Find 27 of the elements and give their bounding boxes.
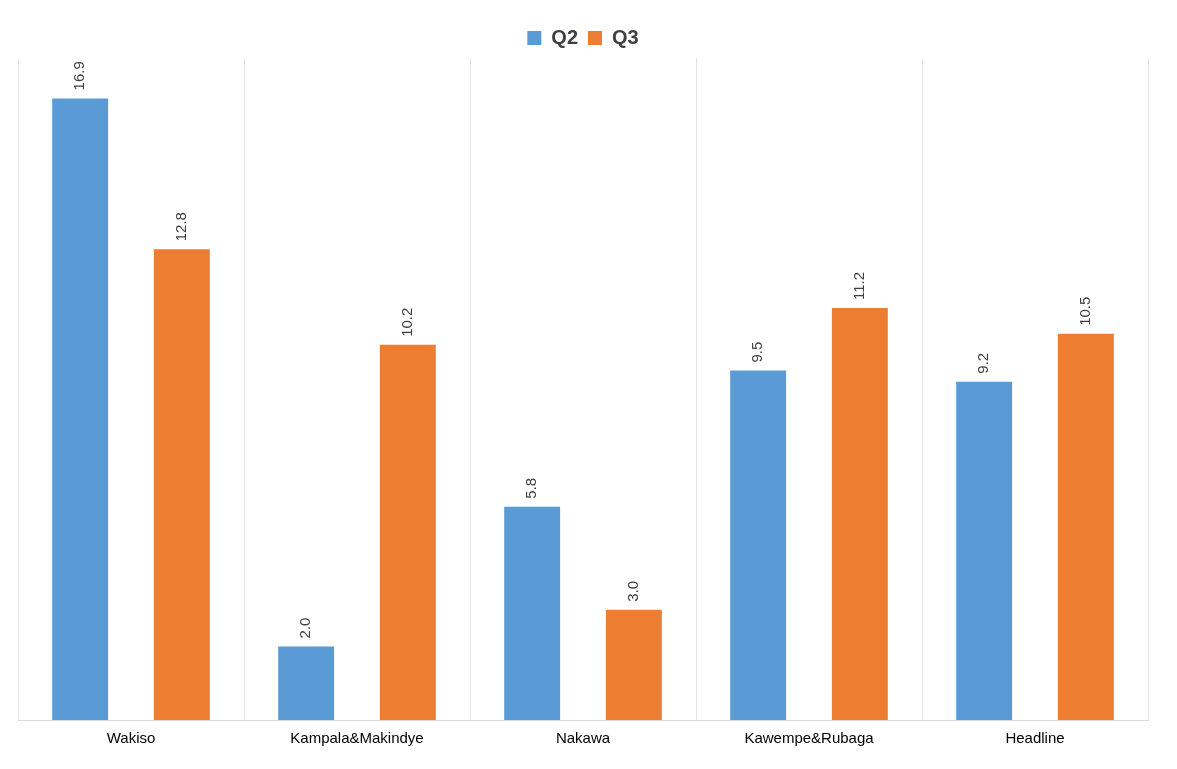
data-label: 16.9: [70, 61, 88, 91]
bar: [956, 381, 1013, 720]
data-label: 10.2: [397, 307, 415, 337]
x-tick-label: Kawempe&Rubaga: [744, 729, 875, 747]
bar: [504, 506, 561, 720]
bar: [730, 370, 787, 720]
x-tick-label: Wakiso: [106, 729, 156, 747]
x-tick-label: Headline: [1005, 729, 1065, 747]
data-label: 3.0: [623, 580, 641, 602]
data-label: 5.8: [522, 477, 540, 499]
legend-label: Q2: [551, 25, 579, 48]
data-label: 9.2: [974, 352, 992, 374]
x-tick-label: Kampala&Makindye: [290, 729, 424, 747]
bar: [831, 308, 888, 720]
data-label: 12.8: [171, 212, 189, 242]
x-tick-label: Nakawa: [555, 729, 611, 747]
bar: [278, 646, 335, 720]
bar: [605, 609, 662, 720]
bar: [52, 98, 109, 720]
data-label: 11.2: [849, 272, 867, 301]
data-label: 2.0: [296, 617, 314, 639]
bar: [379, 344, 436, 720]
legend-label: Q3: [612, 25, 639, 48]
data-label: 9.5: [748, 341, 766, 363]
bar: [1057, 333, 1114, 720]
data-label: 10.5: [1075, 296, 1093, 326]
bar: [153, 249, 210, 720]
